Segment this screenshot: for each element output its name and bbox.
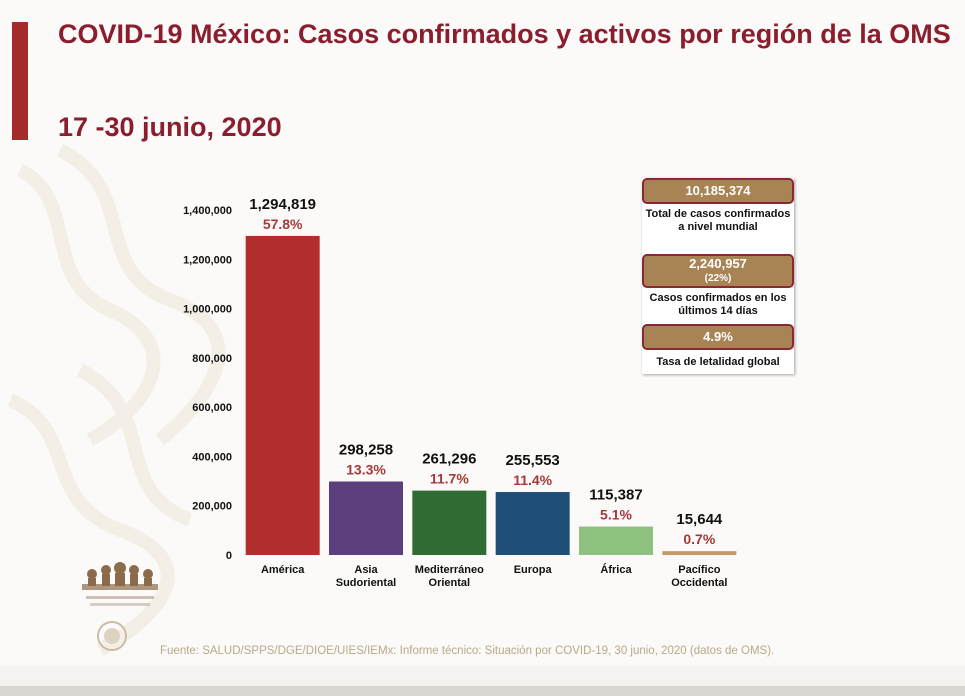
national-seal-icon: [97, 621, 127, 651]
category-label: Occidental: [671, 577, 727, 589]
percent-label: 11.7%: [430, 471, 469, 487]
y-tick-label: 600,000: [192, 402, 232, 414]
y-axis: 0 200,000 400,000 600,000 800,000 1,000,000 1,…: [183, 205, 232, 562]
y-tick-label: 1,000,000: [183, 304, 232, 316]
lethality-box: 4.9%: [642, 324, 794, 350]
category-label: Asia: [354, 564, 378, 576]
last14-cases-box: 2,240,957 (22%): [642, 254, 794, 288]
value-label: 15,644: [676, 511, 723, 528]
bar: [412, 490, 487, 555]
value-label: 298,258: [339, 442, 393, 459]
category-label: Oriental: [429, 577, 471, 589]
accent-bar: [12, 22, 28, 140]
bar: [245, 235, 320, 555]
last14-cases-percent: (22%): [704, 273, 732, 284]
bar: [329, 481, 403, 555]
stats-panel: 10,185,374 Total de casos confirmados a …: [642, 178, 794, 374]
y-tick-label: 800,000: [192, 353, 232, 365]
lethality-value: 4.9%: [703, 329, 733, 344]
category-label: América: [261, 564, 305, 576]
lethality-caption: Tasa de letalidad global: [656, 356, 780, 368]
percent-label: 57.8%: [263, 216, 303, 232]
footer-band: [0, 666, 965, 686]
percent-label: 13.3%: [346, 462, 386, 478]
y-tick-label: 400,000: [192, 451, 232, 463]
y-tick-label: 1,400,000: [183, 205, 232, 217]
total-cases-value: 10,185,374: [685, 183, 751, 198]
source-note: Fuente: SALUD/SPPS/DGE/DIOE/UIES/IEMx: I…: [160, 645, 775, 657]
percent-label: 11.4%: [513, 472, 552, 488]
government-logo: [82, 562, 158, 606]
bars: 1,294,819 57.8% 298,258 13.3% 261,296 11.7% 25…: [245, 196, 737, 555]
category-label: Sudoriental: [336, 577, 397, 589]
value-label: 255,553: [506, 452, 560, 469]
page-subtitle: 17 -30 junio, 2020: [58, 112, 282, 142]
percent-label: 5.1%: [600, 507, 632, 523]
total-cases-box: 10,185,374: [642, 178, 794, 204]
category-label: África: [600, 563, 632, 576]
last14-cases-value: 2,240,957: [689, 256, 747, 271]
value-label: 261,296: [422, 451, 476, 468]
value-label: 1,294,819: [249, 196, 316, 213]
percent-label: 0.7%: [683, 531, 715, 547]
value-label: 115,387: [589, 487, 642, 504]
y-tick-label: 200,000: [192, 501, 232, 513]
category-label: Europa: [514, 564, 553, 576]
background-ornament: [7, 143, 226, 657]
y-tick-label: 1,200,000: [183, 254, 232, 266]
category-label: Mediterráneo: [415, 564, 484, 576]
page-title: COVID-19 México: Casos confirmados y act…: [58, 19, 951, 49]
total-cases-caption: Total de casos confirmados a nivel mundi…: [645, 208, 791, 233]
bar: [579, 526, 653, 555]
bar: [495, 492, 570, 555]
y-tick-label: 0: [226, 550, 232, 562]
bar: [662, 551, 737, 555]
category-label: Pacífico: [678, 564, 720, 576]
last14-cases-caption: Casos confirmados en los últimos 14 días: [649, 292, 787, 317]
